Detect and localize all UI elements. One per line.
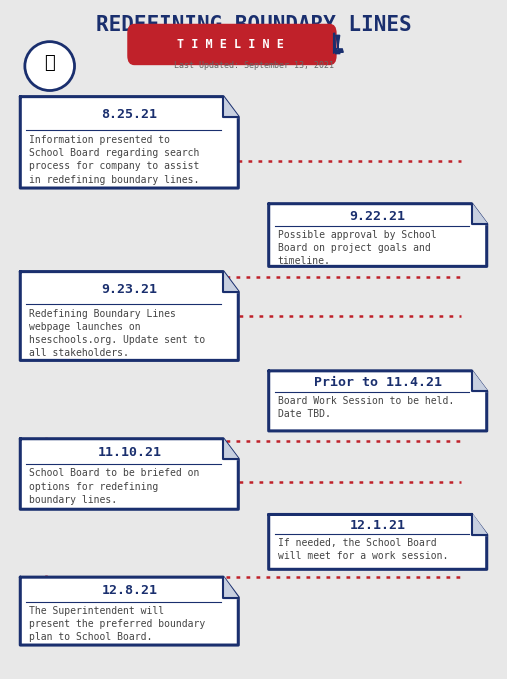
Polygon shape bbox=[20, 96, 238, 188]
Polygon shape bbox=[472, 371, 487, 391]
Text: 9.22.21: 9.22.21 bbox=[350, 210, 406, 223]
Text: Information presented to
School Board regarding search
process for company to as: Information presented to School Board re… bbox=[29, 135, 200, 185]
Text: Last Updated: September 13, 2021: Last Updated: September 13, 2021 bbox=[173, 61, 334, 71]
Polygon shape bbox=[20, 439, 238, 509]
Polygon shape bbox=[269, 371, 487, 431]
Text: 9.23.21: 9.23.21 bbox=[101, 283, 157, 296]
Text: 12.8.21: 12.8.21 bbox=[101, 584, 157, 598]
Text: Board Work Session to be held.
Date TBD.: Board Work Session to be held. Date TBD. bbox=[278, 396, 454, 419]
Polygon shape bbox=[223, 577, 238, 598]
Text: The Superintendent will
present the preferred boundary
plan to School Board.: The Superintendent will present the pref… bbox=[29, 606, 206, 642]
Text: If needed, the School Board
will meet for a work session.: If needed, the School Board will meet fo… bbox=[278, 538, 448, 561]
Polygon shape bbox=[223, 96, 238, 117]
Text: School Board to be briefed on
options for redefining
boundary lines.: School Board to be briefed on options fo… bbox=[29, 469, 200, 504]
Polygon shape bbox=[223, 272, 238, 292]
Text: T I M E L I N E: T I M E L I N E bbox=[177, 38, 284, 51]
Text: REDEFINING BOUNDARY LINES: REDEFINING BOUNDARY LINES bbox=[96, 15, 411, 35]
Text: Prior to 11.4.21: Prior to 11.4.21 bbox=[314, 376, 442, 389]
Polygon shape bbox=[269, 204, 487, 266]
Polygon shape bbox=[223, 439, 238, 459]
Text: Redefining Boundary Lines
webpage launches on
hseschools.org. Update sent to
all: Redefining Boundary Lines webpage launch… bbox=[29, 309, 206, 359]
Text: 12.1.21: 12.1.21 bbox=[350, 519, 406, 532]
Text: Possible approval by School
Board on project goals and
timeline.: Possible approval by School Board on pro… bbox=[278, 230, 437, 266]
Ellipse shape bbox=[25, 41, 75, 90]
Polygon shape bbox=[336, 35, 343, 52]
Polygon shape bbox=[20, 577, 238, 645]
FancyBboxPatch shape bbox=[127, 24, 337, 65]
Polygon shape bbox=[334, 33, 341, 54]
Text: 11.10.21: 11.10.21 bbox=[97, 446, 161, 459]
Polygon shape bbox=[269, 515, 487, 569]
Polygon shape bbox=[472, 515, 487, 535]
Text: 📍: 📍 bbox=[44, 54, 55, 73]
Polygon shape bbox=[20, 272, 238, 361]
Text: 8.25.21: 8.25.21 bbox=[101, 109, 157, 122]
Polygon shape bbox=[472, 204, 487, 224]
